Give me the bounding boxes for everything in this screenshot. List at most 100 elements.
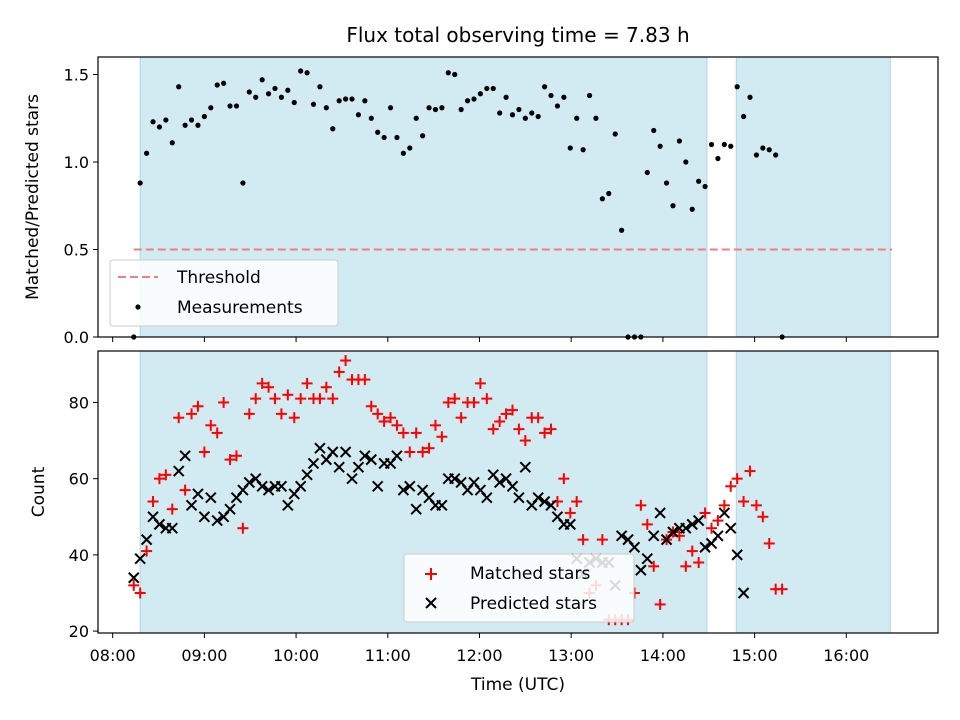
measurement-point — [163, 117, 169, 123]
measurement-point — [362, 98, 368, 104]
matched-star-point — [147, 496, 159, 508]
matched-star-point — [442, 396, 454, 408]
measurement-point — [240, 180, 246, 186]
bottom-y-tick-label: 40 — [69, 546, 89, 565]
measurement-point — [606, 190, 612, 197]
x-tick-label: 16:00 — [823, 646, 869, 665]
predicted-star-point — [506, 480, 519, 492]
matched-star-point — [205, 419, 217, 431]
measurement-point — [753, 152, 760, 158]
predicted-star-point — [692, 514, 705, 527]
top-y-tick-label: 1.5 — [64, 66, 89, 85]
measurement-point — [522, 115, 528, 121]
bottom-legend: Matched stars Predicted stars — [403, 553, 635, 623]
x-tick-label: 15:00 — [732, 646, 778, 665]
measurement-point — [458, 106, 464, 113]
bottom-y-tick-label: 60 — [69, 470, 89, 489]
measurement-point — [349, 96, 355, 102]
legend-threshold-label: Threshold — [176, 268, 261, 288]
bottom-y-axis-label: Count — [29, 466, 49, 517]
measurement-point — [233, 103, 240, 109]
matched-star-point — [186, 408, 198, 420]
measurement-point — [696, 178, 702, 184]
predicted-star-point — [397, 484, 410, 496]
measurement-point — [452, 71, 458, 78]
measurement-point — [291, 99, 297, 106]
measurement-point — [484, 85, 490, 92]
matched-star-point — [718, 499, 730, 511]
measurement-point — [182, 122, 188, 128]
x-tick-label: 11:00 — [365, 646, 411, 665]
predicted-star-point — [185, 499, 198, 512]
matched-star-point — [539, 427, 551, 439]
measurement-point — [766, 147, 772, 153]
bottom-panel: 20 40 60 80 08:00 09:00 10:00 11:00 12:00 13:00 1… — [29, 350, 939, 695]
matched-star-point — [699, 507, 711, 519]
matched-star-point — [378, 416, 390, 427]
measurement-point — [708, 141, 715, 148]
measurement-point — [612, 131, 618, 137]
predicted-star-point — [294, 480, 307, 492]
measurement-point — [567, 145, 573, 151]
matched-star-point — [340, 355, 352, 367]
measurement-point — [137, 180, 143, 186]
measurement-point — [169, 140, 175, 146]
bottom-y-tick-label: 80 — [69, 393, 89, 412]
matched-star-point — [738, 496, 750, 508]
top-panel: 0.0 0.5 1.0 1.5 Matched/Predicted stars Thr… — [23, 56, 939, 347]
bottom-legend-box — [403, 553, 635, 623]
predicted-star-points — [128, 442, 750, 599]
matched-star-point — [680, 560, 692, 572]
measurement-point — [554, 103, 561, 109]
predicted-star-point — [493, 476, 506, 489]
measurement-point — [188, 117, 195, 123]
matched-star-point — [269, 393, 281, 405]
measurement-point — [221, 80, 227, 86]
top-y-tick-label: 1.0 — [64, 153, 89, 172]
x-tick-label: 14:00 — [640, 646, 686, 665]
measurement-point — [773, 152, 779, 158]
predicted-star-point — [153, 518, 166, 531]
predicted-star-point — [725, 522, 737, 534]
matched-star-point — [712, 515, 724, 527]
predicted-star-point — [404, 480, 416, 492]
measurement-point — [516, 106, 522, 113]
measurement-point — [355, 112, 362, 118]
matched-star-point — [725, 480, 737, 492]
matched-star-point — [365, 400, 377, 412]
measurement-point — [503, 94, 509, 100]
matched-star-point — [519, 435, 531, 447]
matched-star-point — [218, 396, 230, 408]
predicted-star-point — [307, 457, 320, 470]
predicted-star-point — [686, 518, 698, 531]
predicted-star-point — [333, 461, 345, 473]
measurement-point — [285, 87, 291, 93]
top-y-ticks: 0.0 0.5 1.0 1.5 — [64, 66, 98, 347]
matched-star-point — [230, 450, 242, 462]
predicted-star-point — [256, 480, 268, 492]
x-tick-label: 12:00 — [456, 646, 502, 665]
measurement-point — [150, 119, 156, 125]
measurement-point — [529, 110, 535, 116]
measurement-point — [541, 84, 548, 90]
predicted-star-point — [615, 530, 628, 542]
matched-star-point — [397, 427, 409, 439]
predicted-star-point — [564, 518, 576, 531]
predicted-star-point — [327, 446, 339, 458]
matched-star-point — [564, 507, 576, 519]
legend-predicted-label: Predicted stars — [470, 594, 597, 614]
matched-star-point — [686, 545, 698, 557]
measurement-point — [734, 84, 740, 90]
predicted-star-point — [371, 480, 384, 492]
top-legend-box — [109, 259, 339, 327]
legend-measurements-swatch — [135, 304, 141, 310]
predicted-star-point — [172, 465, 185, 477]
measurement-point — [272, 85, 278, 92]
matched-star-point — [134, 587, 146, 599]
measurement-point — [432, 106, 439, 113]
measurement-point — [721, 141, 727, 148]
predicted-star-point — [680, 522, 692, 534]
predicted-star-point — [192, 488, 204, 500]
matched-star-point — [757, 511, 769, 523]
